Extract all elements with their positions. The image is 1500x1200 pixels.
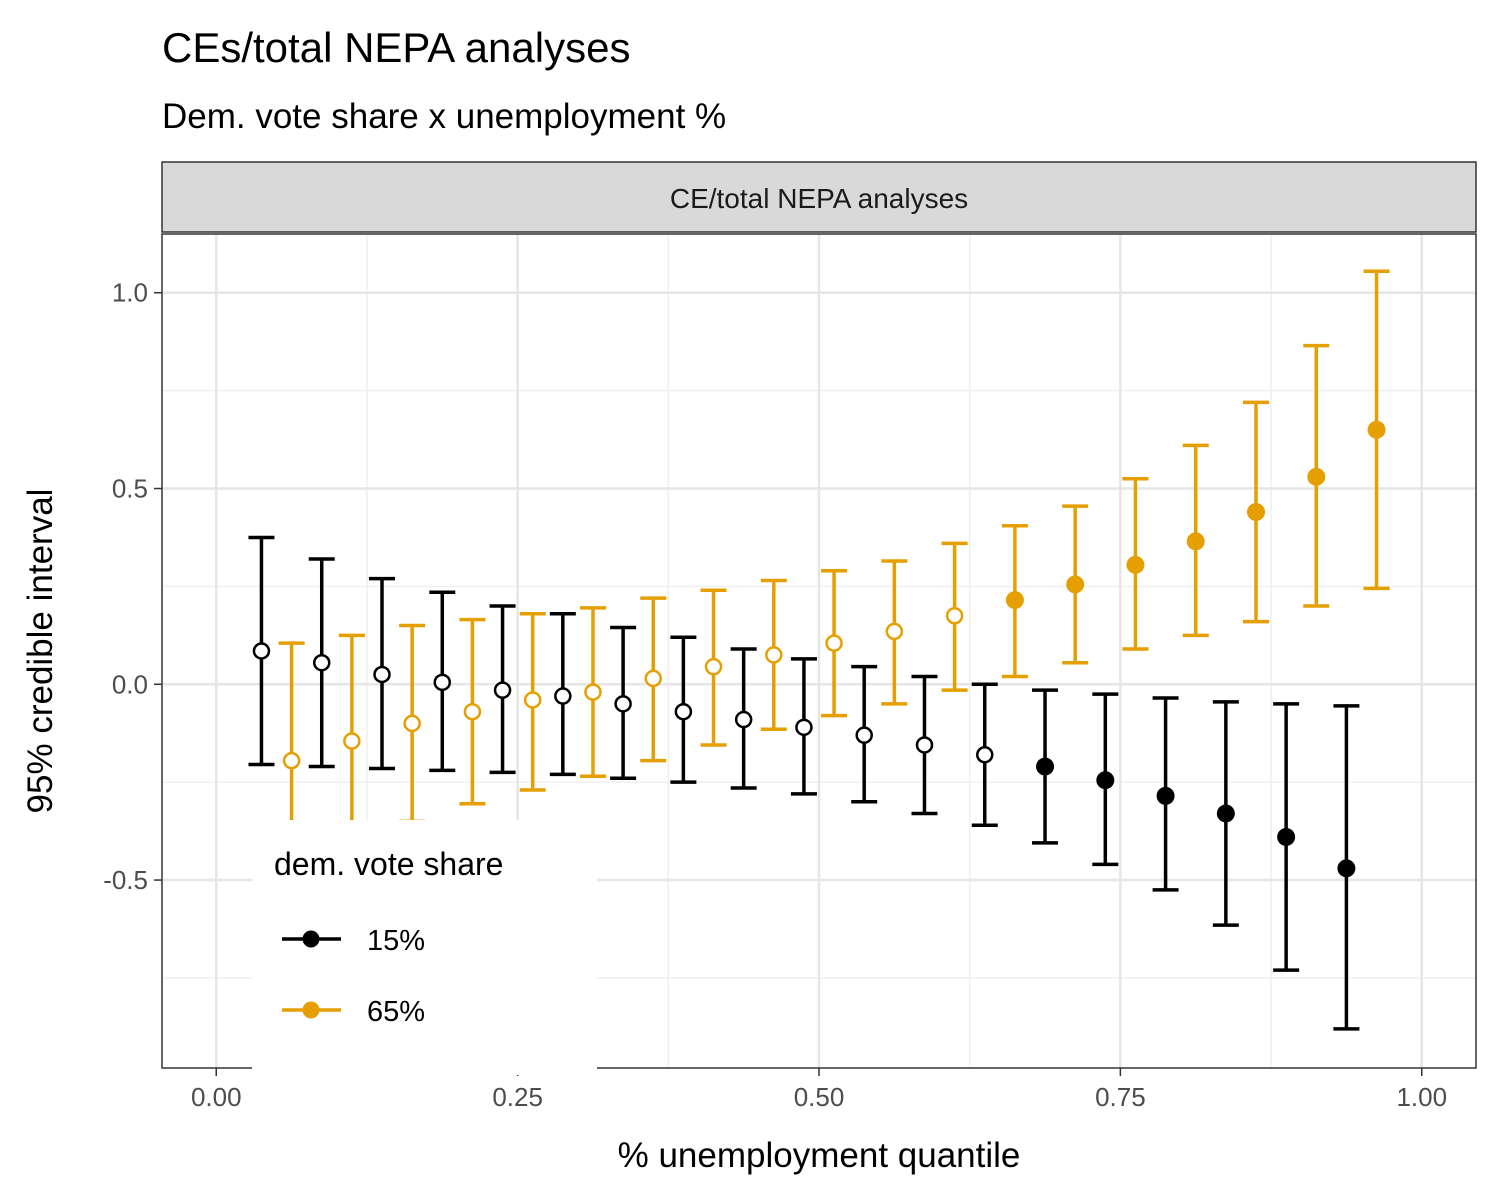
- x-tick-label: 0.75: [1095, 1082, 1146, 1112]
- data-point: [915, 736, 934, 754]
- legend-key-point: [302, 1001, 320, 1019]
- data-point: [493, 681, 512, 699]
- data-point: [252, 642, 271, 660]
- data-point: [885, 622, 904, 641]
- data-point: [373, 665, 391, 684]
- chart-title: CEs/total NEPA analyses: [162, 24, 630, 71]
- data-point: [1066, 575, 1085, 594]
- x-axis: 0.00 0.25 0.50 0.75 1.00: [191, 1068, 1447, 1112]
- series-15: [248, 535, 1360, 1031]
- data-point: [523, 691, 542, 709]
- legend-title: dem. vote share: [274, 846, 503, 882]
- data-point: [945, 607, 964, 625]
- data-point: [1216, 804, 1235, 823]
- data-point: [463, 702, 482, 721]
- y-tick-label: 1.0: [112, 278, 148, 308]
- y-tick-label: 0.5: [112, 474, 148, 504]
- data-point: [312, 653, 331, 672]
- x-tick-label: 0.25: [492, 1082, 543, 1112]
- legend-label-15: 15%: [367, 925, 425, 957]
- x-tick-label: 0.00: [191, 1082, 242, 1112]
- data-point: [1307, 467, 1326, 486]
- data-point: [1096, 771, 1115, 790]
- data-point: [674, 702, 693, 721]
- data-point: [343, 732, 361, 750]
- x-axis-title: % unemployment quantile: [618, 1136, 1021, 1175]
- legend-item-15: 15%: [282, 925, 425, 957]
- data-point: [614, 695, 632, 713]
- series-layer: [248, 269, 1390, 1031]
- data-point: [1036, 757, 1055, 776]
- y-tick-label: 0.0: [112, 669, 148, 699]
- series-65: [278, 269, 1390, 878]
- facet-strip-label: CE/total NEPA analyses: [670, 183, 968, 214]
- x-tick-label: 0.50: [794, 1082, 845, 1112]
- data-point: [1156, 786, 1175, 805]
- legend-background: [252, 820, 597, 1075]
- data-point: [1246, 503, 1265, 521]
- data-point: [1337, 859, 1356, 878]
- data-point: [433, 673, 452, 692]
- facet-strip: [161, 161, 1477, 233]
- y-tick-label: -0.5: [103, 865, 148, 895]
- data-point: [1126, 555, 1145, 574]
- y-axis: -0.5 0.0 0.5 1.0: [103, 278, 162, 895]
- legend-key-point: [302, 930, 320, 948]
- legend-label-65: 65%: [367, 996, 425, 1028]
- data-point: [1277, 827, 1296, 846]
- data-point: [734, 710, 753, 729]
- data-point: [976, 746, 994, 764]
- data-point: [282, 751, 301, 770]
- data-point: [795, 718, 813, 737]
- data-point: [1367, 420, 1386, 439]
- data-point: [1186, 532, 1205, 551]
- y-axis-title: 95% credible interval: [21, 489, 60, 814]
- legend-item-65: 65%: [282, 996, 425, 1028]
- data-point: [765, 646, 783, 664]
- data-point: [644, 669, 662, 688]
- x-tick-label: 1.00: [1396, 1082, 1447, 1112]
- data-point: [554, 687, 572, 705]
- data-point: [584, 683, 602, 701]
- chart-subtitle: Dem. vote share x unemployment %: [162, 97, 726, 136]
- data-point: [825, 634, 843, 652]
- data-point: [704, 657, 723, 676]
- data-point: [403, 714, 421, 733]
- legend: dem. vote share 15% 65%: [252, 820, 597, 1075]
- data-point: [1005, 591, 1024, 610]
- data-point: [855, 726, 873, 744]
